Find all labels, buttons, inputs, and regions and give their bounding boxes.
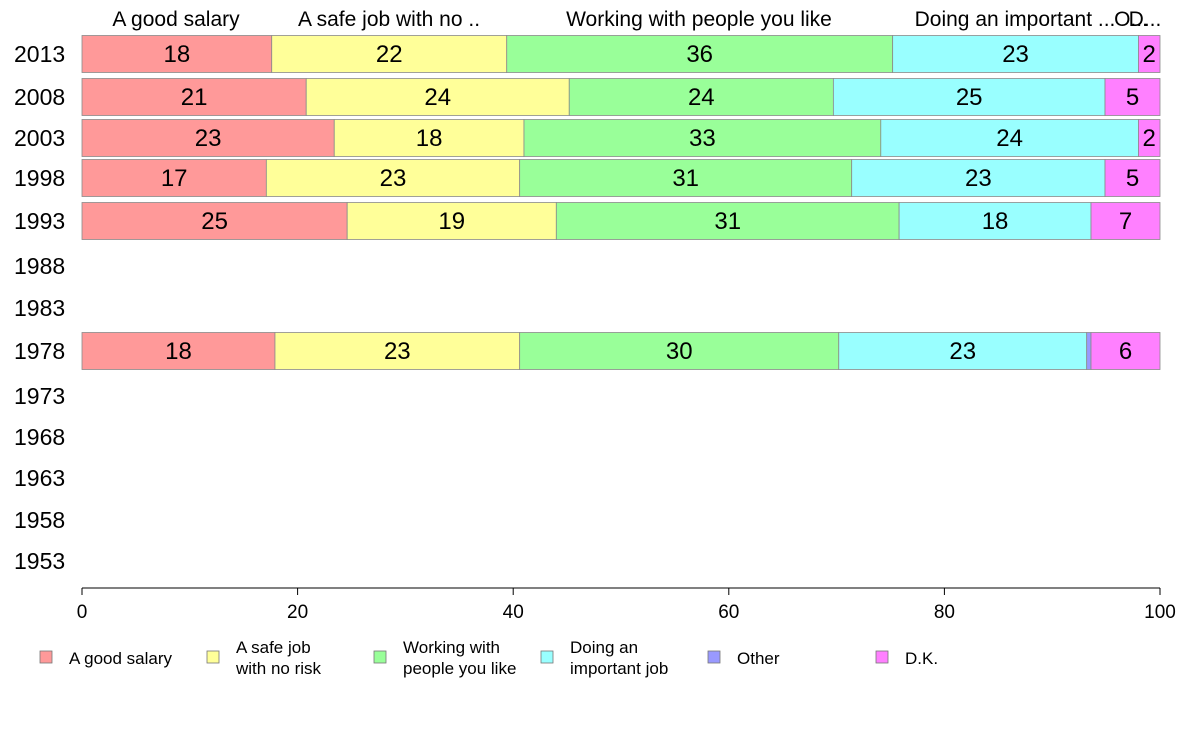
- bar-segment: [274, 332, 521, 370]
- data-label: 2: [1143, 125, 1156, 152]
- data-label: 33: [689, 125, 716, 152]
- legend-label: Working with people you like: [403, 638, 516, 678]
- top-label: A good salary: [112, 8, 240, 31]
- legend-swatch: [875, 650, 889, 664]
- bar-segment: [1138, 35, 1161, 73]
- top-label: A safe job with no ..: [298, 8, 480, 31]
- data-label: 18: [982, 208, 1009, 235]
- data-label: 18: [416, 125, 443, 152]
- top-label: Working with people you like: [566, 8, 832, 31]
- top-series-labels: A good salary A safe job with no .. Workin…: [112, 8, 1161, 31]
- y-tick-label: 2008: [14, 84, 65, 110]
- x-tick-label: 60: [718, 602, 739, 623]
- y-tick-label: 1998: [14, 165, 65, 191]
- bar-segment: [898, 202, 1092, 240]
- data-label: 24: [688, 84, 715, 111]
- legend-swatch: [206, 650, 220, 664]
- legend-label: A safe job with no risk: [235, 638, 322, 678]
- y-tick-label: 1988: [14, 253, 65, 279]
- bar-segment: [81, 159, 267, 197]
- y-tick-label: 2003: [14, 125, 65, 151]
- x-tick-label: 80: [934, 602, 955, 623]
- bar-segment: [305, 78, 570, 116]
- data-label: 22: [376, 41, 403, 68]
- data-label: 18: [164, 41, 191, 68]
- y-axis-labels: 2013 2008 2003 1998 1993 1988 1983 1978 1973 1968…: [14, 41, 65, 574]
- data-label: 23: [380, 165, 407, 192]
- bar-segment: [1086, 332, 1092, 370]
- y-tick-label: 2013: [14, 41, 65, 67]
- data-label: 24: [996, 125, 1023, 152]
- data-label: 25: [956, 84, 983, 111]
- legend-label: A good salary: [69, 649, 173, 668]
- data-label: 30: [666, 338, 693, 365]
- legend-label: Other: [737, 649, 780, 668]
- y-tick-label: 1978: [14, 338, 65, 364]
- legend-swatch: [39, 650, 53, 664]
- bar-segment: [271, 35, 508, 73]
- data-label: 2: [1143, 41, 1156, 68]
- bar-segment: [519, 159, 853, 197]
- data-label: 19: [438, 208, 465, 235]
- data-label: 36: [686, 41, 713, 68]
- data-label: 18: [165, 338, 192, 365]
- bar-segment: [81, 332, 276, 370]
- data-label: 24: [424, 84, 451, 111]
- bar-segment: [81, 78, 307, 116]
- y-tick-label: 1963: [14, 465, 65, 491]
- top-label: O...: [1114, 8, 1148, 31]
- data-label: 21: [181, 84, 208, 111]
- bar-segment: [1104, 78, 1161, 116]
- top-label: D...: [1129, 8, 1162, 31]
- legend-swatch: [540, 650, 554, 664]
- data-label: 23: [384, 338, 411, 365]
- x-tick-label: 0: [77, 602, 88, 623]
- bar-segment: [838, 332, 1088, 370]
- legend-swatch: [707, 650, 721, 664]
- y-tick-label: 1983: [14, 295, 65, 321]
- y-tick-label: 1973: [14, 383, 65, 409]
- bar-segment: [333, 119, 525, 157]
- bar-segment: [81, 119, 335, 157]
- data-label: 23: [949, 338, 976, 365]
- y-tick-label: 1958: [14, 507, 65, 533]
- legend: A good salary A safe job with no risk Worki…: [39, 638, 938, 678]
- data-label: 5: [1126, 165, 1139, 192]
- bar-segment: [851, 159, 1106, 197]
- bar-segment: [1138, 119, 1161, 157]
- data-label: 23: [195, 125, 222, 152]
- data-label: 23: [965, 165, 992, 192]
- data-label: 25: [201, 208, 228, 235]
- y-tick-label: 1993: [14, 208, 65, 234]
- top-label: Doing an important ...: [915, 8, 1116, 31]
- legend-label: D.K.: [905, 649, 938, 668]
- y-tick-label: 1953: [14, 548, 65, 574]
- bar-segment: [1104, 159, 1161, 197]
- bars: 18 22 36 23 2 21 24 24 25 5 23 18 33 24 2 17 23 31 23 5 25 19…: [81, 35, 1161, 370]
- legend-swatch: [373, 650, 387, 664]
- bar-segment: [555, 202, 900, 240]
- bar-segment: [832, 78, 1106, 116]
- x-axis: 0 20 40 60 80 100: [77, 587, 1176, 623]
- x-tick-label: 100: [1144, 602, 1176, 623]
- data-label: 6: [1119, 338, 1132, 365]
- x-tick-label: 20: [287, 602, 308, 623]
- y-tick-label: 1968: [14, 424, 65, 450]
- bar-segment: [81, 202, 348, 240]
- data-label: 31: [672, 165, 699, 192]
- bar-segment: [523, 119, 882, 157]
- data-label: 31: [714, 208, 741, 235]
- data-label: 5: [1126, 84, 1139, 111]
- legend-label: Doing an important job: [570, 638, 668, 678]
- bar-segment: [1090, 202, 1161, 240]
- data-label: 17: [161, 165, 188, 192]
- bar-segment: [1090, 332, 1161, 370]
- x-tick-label: 40: [503, 602, 524, 623]
- data-label: 7: [1119, 208, 1132, 235]
- bar-segment: [568, 78, 834, 116]
- bar-segment: [265, 159, 521, 197]
- data-label: 23: [1002, 41, 1029, 68]
